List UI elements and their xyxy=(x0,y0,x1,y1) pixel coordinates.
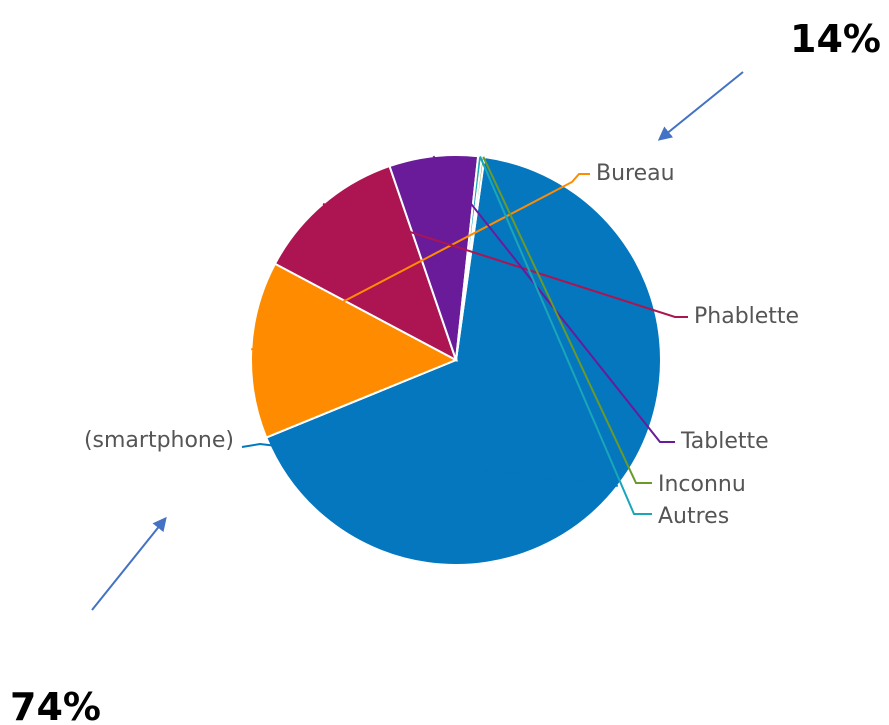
leader-line-autres xyxy=(479,156,652,515)
bottom-callout-text: 74% xyxy=(10,685,101,725)
slice-labels: (smartphone) Bureau Phablette Tablette Autre… xyxy=(84,161,799,529)
top-callout-arrow xyxy=(657,71,744,141)
leader-line-tablette xyxy=(432,155,675,443)
bottom-callout-arrow xyxy=(91,516,167,611)
leader-line-phablette xyxy=(322,203,688,318)
slice-label-autres: Autres xyxy=(658,504,729,529)
leader-lines xyxy=(241,155,688,515)
slice-label-tablette: Tablette xyxy=(680,429,769,454)
top-callout-text: 14% xyxy=(790,17,881,61)
pie-slices xyxy=(250,153,662,566)
slice-label-smartphone: (smartphone) xyxy=(84,428,234,453)
slice-label-bureau: Bureau xyxy=(596,161,675,186)
pie-slice-inconnu xyxy=(455,155,486,361)
slice-label-phablette: Phablette xyxy=(694,304,799,329)
pie-slice-bureau xyxy=(250,262,459,439)
pie-slice-smartphone xyxy=(264,155,662,566)
leader-line-bureau xyxy=(250,173,590,351)
leader-line-inconnu xyxy=(482,156,652,484)
slice-label-inconnu: Inconnu xyxy=(658,472,746,497)
leader-line-smartphone xyxy=(241,442,618,487)
